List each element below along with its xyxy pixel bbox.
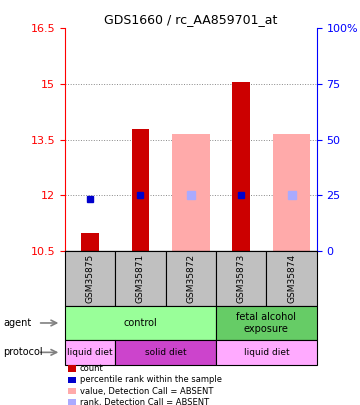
Title: GDS1660 / rc_AA859701_at: GDS1660 / rc_AA859701_at [104, 13, 278, 26]
Text: fetal alcohol
exposure: fetal alcohol exposure [237, 312, 296, 334]
Text: percentile rank within the sample: percentile rank within the sample [80, 375, 222, 384]
Text: GSM35872: GSM35872 [186, 254, 195, 303]
Text: solid diet: solid diet [145, 348, 186, 357]
Bar [233, 82, 250, 251]
Bar [81, 232, 99, 251]
Text: agent: agent [4, 318, 32, 328]
Text: GSM35871: GSM35871 [136, 254, 145, 303]
Text: liquid diet: liquid diet [244, 348, 289, 357]
Text: rank, Detection Call = ABSENT: rank, Detection Call = ABSENT [80, 398, 209, 405]
Text: GSM35875: GSM35875 [86, 254, 94, 303]
Text: count: count [80, 364, 104, 373]
Bar [172, 134, 210, 251]
Text: GSM35874: GSM35874 [287, 254, 296, 303]
Bar [132, 129, 149, 251]
Bar [273, 134, 310, 251]
Text: liquid diet: liquid diet [67, 348, 113, 357]
Text: GSM35873: GSM35873 [237, 254, 246, 303]
Text: control: control [123, 318, 157, 328]
Text: protocol: protocol [4, 347, 43, 357]
Text: value, Detection Call = ABSENT: value, Detection Call = ABSENT [80, 387, 213, 396]
